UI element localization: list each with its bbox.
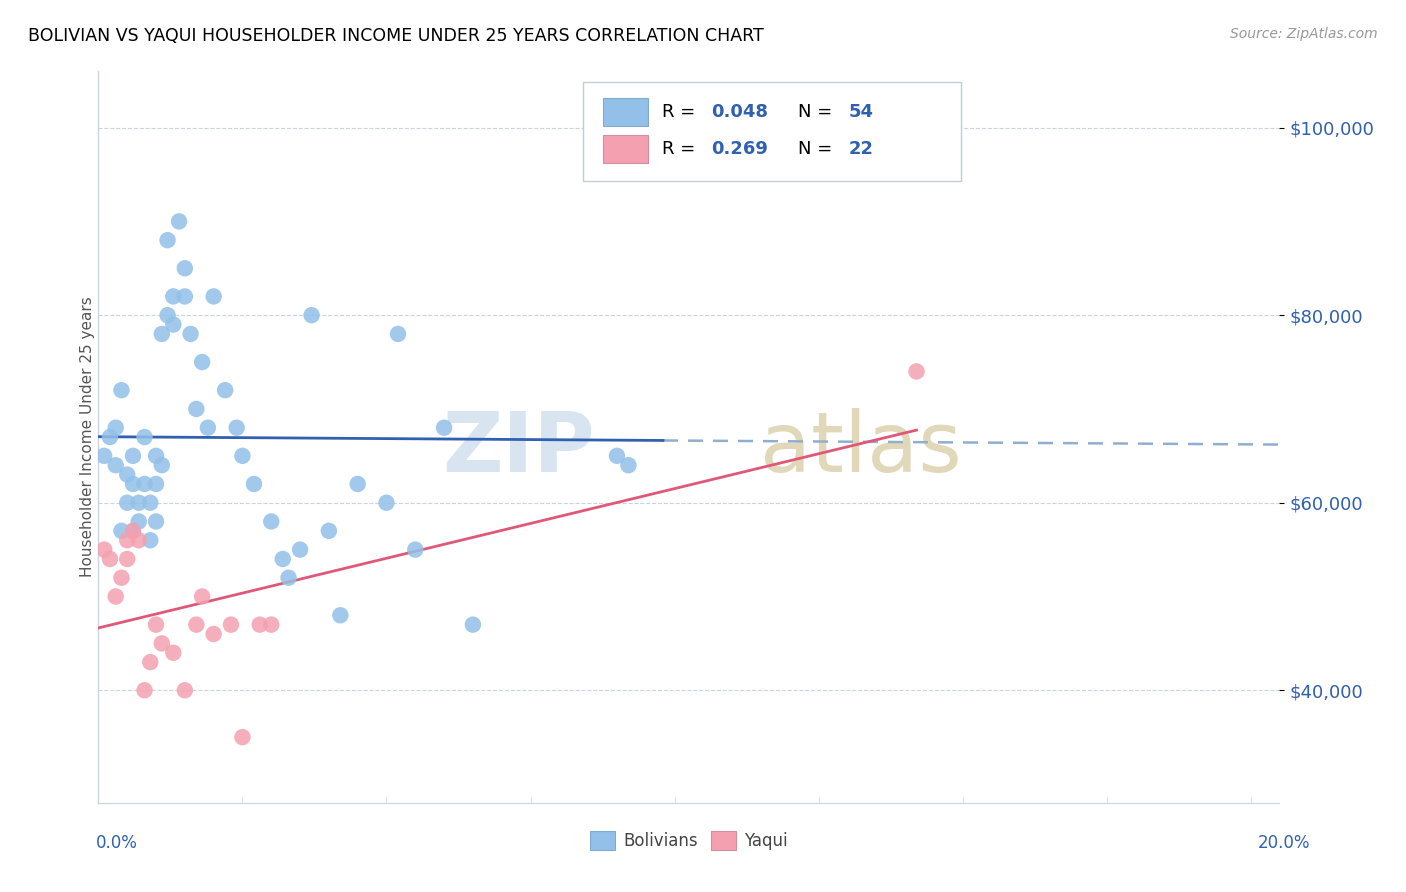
FancyBboxPatch shape: [603, 98, 648, 126]
Text: 54: 54: [848, 103, 873, 121]
Point: [905, 364, 928, 378]
Point: [375, 496, 398, 510]
Point: [115, 467, 138, 482]
Point: [98, 430, 121, 444]
Text: 20.0%: 20.0%: [1258, 834, 1310, 852]
Point: [150, 636, 173, 650]
Point: [104, 458, 127, 473]
Text: R =: R =: [662, 140, 700, 158]
Point: [202, 289, 225, 303]
Text: 0.269: 0.269: [711, 140, 768, 158]
Point: [180, 326, 202, 341]
Text: R =: R =: [662, 103, 700, 121]
Point: [231, 449, 253, 463]
Point: [617, 458, 640, 473]
Point: [93, 449, 115, 463]
Text: Source: ZipAtlas.com: Source: ZipAtlas.com: [1230, 27, 1378, 41]
FancyBboxPatch shape: [603, 135, 648, 163]
Point: [128, 515, 150, 529]
Y-axis label: Householder Income Under 25 years: Householder Income Under 25 years: [80, 297, 94, 577]
Text: 0.0%: 0.0%: [96, 834, 138, 852]
Point: [301, 308, 323, 322]
Point: [186, 617, 208, 632]
Point: [277, 571, 299, 585]
Point: [173, 261, 195, 276]
Legend: Bolivians, Yaqui: Bolivians, Yaqui: [583, 824, 794, 856]
Point: [318, 524, 340, 538]
Point: [156, 308, 179, 322]
Point: [134, 683, 156, 698]
Point: [139, 533, 162, 548]
Point: [134, 430, 156, 444]
Point: [260, 515, 283, 529]
Point: [231, 730, 253, 744]
Point: [110, 524, 132, 538]
Point: [197, 420, 219, 434]
Point: [243, 477, 266, 491]
Point: [260, 617, 283, 632]
Point: [150, 326, 173, 341]
Point: [162, 289, 184, 303]
Point: [191, 590, 214, 604]
Text: N =: N =: [797, 140, 838, 158]
Point: [167, 214, 190, 228]
Point: [173, 683, 195, 698]
Point: [122, 449, 145, 463]
Point: [134, 477, 156, 491]
Point: [139, 655, 162, 669]
Point: [219, 617, 242, 632]
Point: [271, 552, 294, 566]
Point: [156, 233, 179, 247]
Point: [115, 496, 138, 510]
Point: [93, 542, 115, 557]
Point: [162, 318, 184, 332]
Text: BOLIVIAN VS YAQUI HOUSEHOLDER INCOME UNDER 25 YEARS CORRELATION CHART: BOLIVIAN VS YAQUI HOUSEHOLDER INCOME UND…: [28, 27, 763, 45]
Point: [173, 289, 195, 303]
Point: [145, 477, 167, 491]
Point: [387, 326, 409, 341]
Point: [110, 383, 132, 397]
Point: [249, 617, 271, 632]
Text: ZIP: ZIP: [441, 408, 595, 489]
Point: [329, 608, 352, 623]
Point: [606, 449, 628, 463]
Point: [104, 590, 127, 604]
Point: [225, 420, 247, 434]
Point: [150, 458, 173, 473]
Point: [461, 617, 484, 632]
Text: 0.048: 0.048: [711, 103, 769, 121]
Text: 22: 22: [848, 140, 873, 158]
Point: [145, 617, 167, 632]
Point: [346, 477, 368, 491]
FancyBboxPatch shape: [582, 82, 960, 181]
Point: [104, 420, 127, 434]
Point: [139, 496, 162, 510]
Point: [288, 542, 311, 557]
Point: [404, 542, 426, 557]
Point: [652, 158, 675, 172]
Point: [433, 420, 456, 434]
Point: [115, 533, 138, 548]
Point: [145, 515, 167, 529]
Point: [145, 449, 167, 463]
Point: [98, 552, 121, 566]
Point: [202, 627, 225, 641]
Point: [214, 383, 236, 397]
Point: [186, 401, 208, 416]
Point: [122, 524, 145, 538]
Point: [115, 552, 138, 566]
Point: [128, 496, 150, 510]
Point: [162, 646, 184, 660]
Point: [191, 355, 214, 369]
Point: [110, 571, 132, 585]
Point: [128, 533, 150, 548]
Point: [122, 524, 145, 538]
Text: N =: N =: [797, 103, 838, 121]
Text: atlas: atlas: [759, 408, 962, 489]
Point: [122, 477, 145, 491]
